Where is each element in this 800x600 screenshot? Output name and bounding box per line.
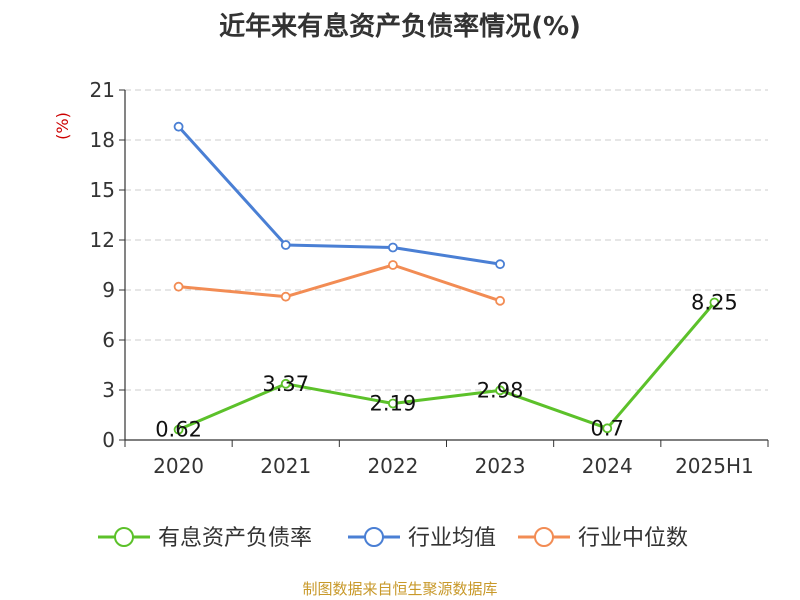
data-label: 3.37 [262,372,309,396]
y-tick-label: 21 [90,78,115,102]
series-point-1 [388,242,398,253]
data-label: 8.25 [691,291,738,315]
series-line-0 [177,301,716,432]
x-tick-label: 2024 [582,454,633,478]
series-point-0 [602,423,613,434]
x-tick-label: 2020 [153,454,204,478]
data-label: 0.62 [155,418,202,442]
legend-label-0: 有息资产负债率 [158,526,312,551]
series-line-2 [178,263,501,303]
series-point-2 [280,291,291,302]
legend-marker-0 [114,527,134,547]
legend-marker-2 [534,527,554,547]
x-tick-label: 2022 [367,454,418,478]
y-tick-label: 12 [90,228,115,252]
legend-marker-1 [364,527,384,547]
y-tick-label: 15 [90,178,115,202]
series-point-1 [280,240,291,250]
gridlines [125,89,768,391]
x-tick-label: 2025H1 [675,454,754,478]
y-axis-label: (%) [53,112,72,140]
series-point-1 [173,121,184,132]
y-tick-label: 3 [102,378,115,402]
y-tick-label: 0 [102,428,115,452]
series-point-2 [173,281,184,292]
series-point-0 [173,424,184,435]
x-tick-label: 2023 [475,454,526,478]
chart-title: 近年来有息资产负债率情况(%) [219,12,581,42]
series-point-1 [495,259,505,270]
data-label: 0.7 [591,416,624,440]
legend-label-2: 行业中位数 [578,526,688,551]
legend-label-1: 行业均值 [408,526,496,551]
series-point-2 [388,260,398,270]
series-point-0 [709,297,720,308]
y-tick-label: 9 [102,278,115,302]
data-label: 2.98 [477,378,524,402]
source-note: 制图数据来自恒生聚源数据库 [302,580,498,598]
data-labels: 0.62 3.37 2.19 2.98 0.7 8.25 [155,291,738,442]
series-point-0 [280,378,291,389]
series-point-2 [495,295,505,306]
y-tick-label: 18 [90,128,115,152]
data-label: 2.19 [370,392,417,416]
x-tick-label: 2021 [260,454,311,478]
axes: 0 3 6 9 12 15 18 21 (%) 2020 2021 2022 2023 2024 2025H… [53,78,769,478]
series-point-0 [388,398,398,409]
legend: 有息资产负债率 行业均值 行业中位数 [98,526,688,551]
series-line-1 [177,125,501,266]
y-tick-label: 6 [102,328,115,352]
series-point-0 [495,385,505,396]
series-group [173,121,720,435]
